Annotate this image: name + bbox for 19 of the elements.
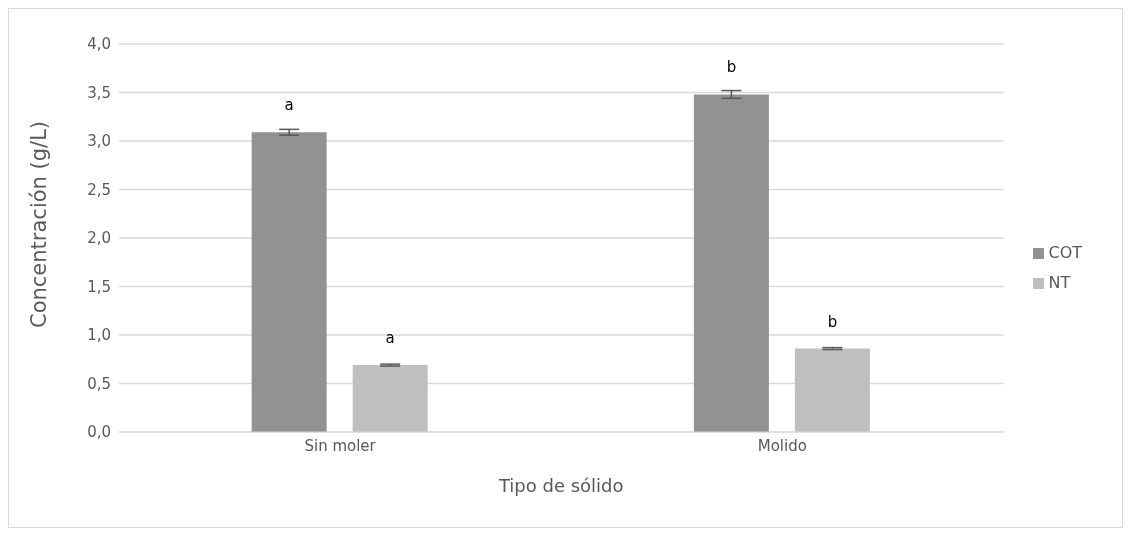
data-label: a <box>284 96 294 115</box>
y-tick-label: 0,5 <box>87 374 111 393</box>
legend-label: COT <box>1048 243 1082 262</box>
y-tick-label: 2,0 <box>87 229 111 248</box>
y-tick-label: 3,0 <box>87 132 111 151</box>
x-axis-title: Tipo de sólido <box>497 475 624 496</box>
y-tick-label: 1,5 <box>87 277 111 296</box>
y-tick-label: 1,0 <box>87 326 111 345</box>
x-tick-label: Sin moler <box>304 436 377 455</box>
data-label: b <box>726 58 737 77</box>
y-axis-title: Concentración (g/L) <box>27 120 52 328</box>
y-tick-label: 0,0 <box>87 423 111 442</box>
data-label: b <box>827 312 838 331</box>
x-tick-label: Molido <box>757 436 807 455</box>
data-label: a <box>385 329 395 348</box>
y-tick-label: 2,5 <box>87 180 111 199</box>
y-tick-label: 3,5 <box>87 83 111 102</box>
legend-label: NT <box>1048 273 1071 292</box>
y-tick-label: 4,0 <box>87 35 111 54</box>
